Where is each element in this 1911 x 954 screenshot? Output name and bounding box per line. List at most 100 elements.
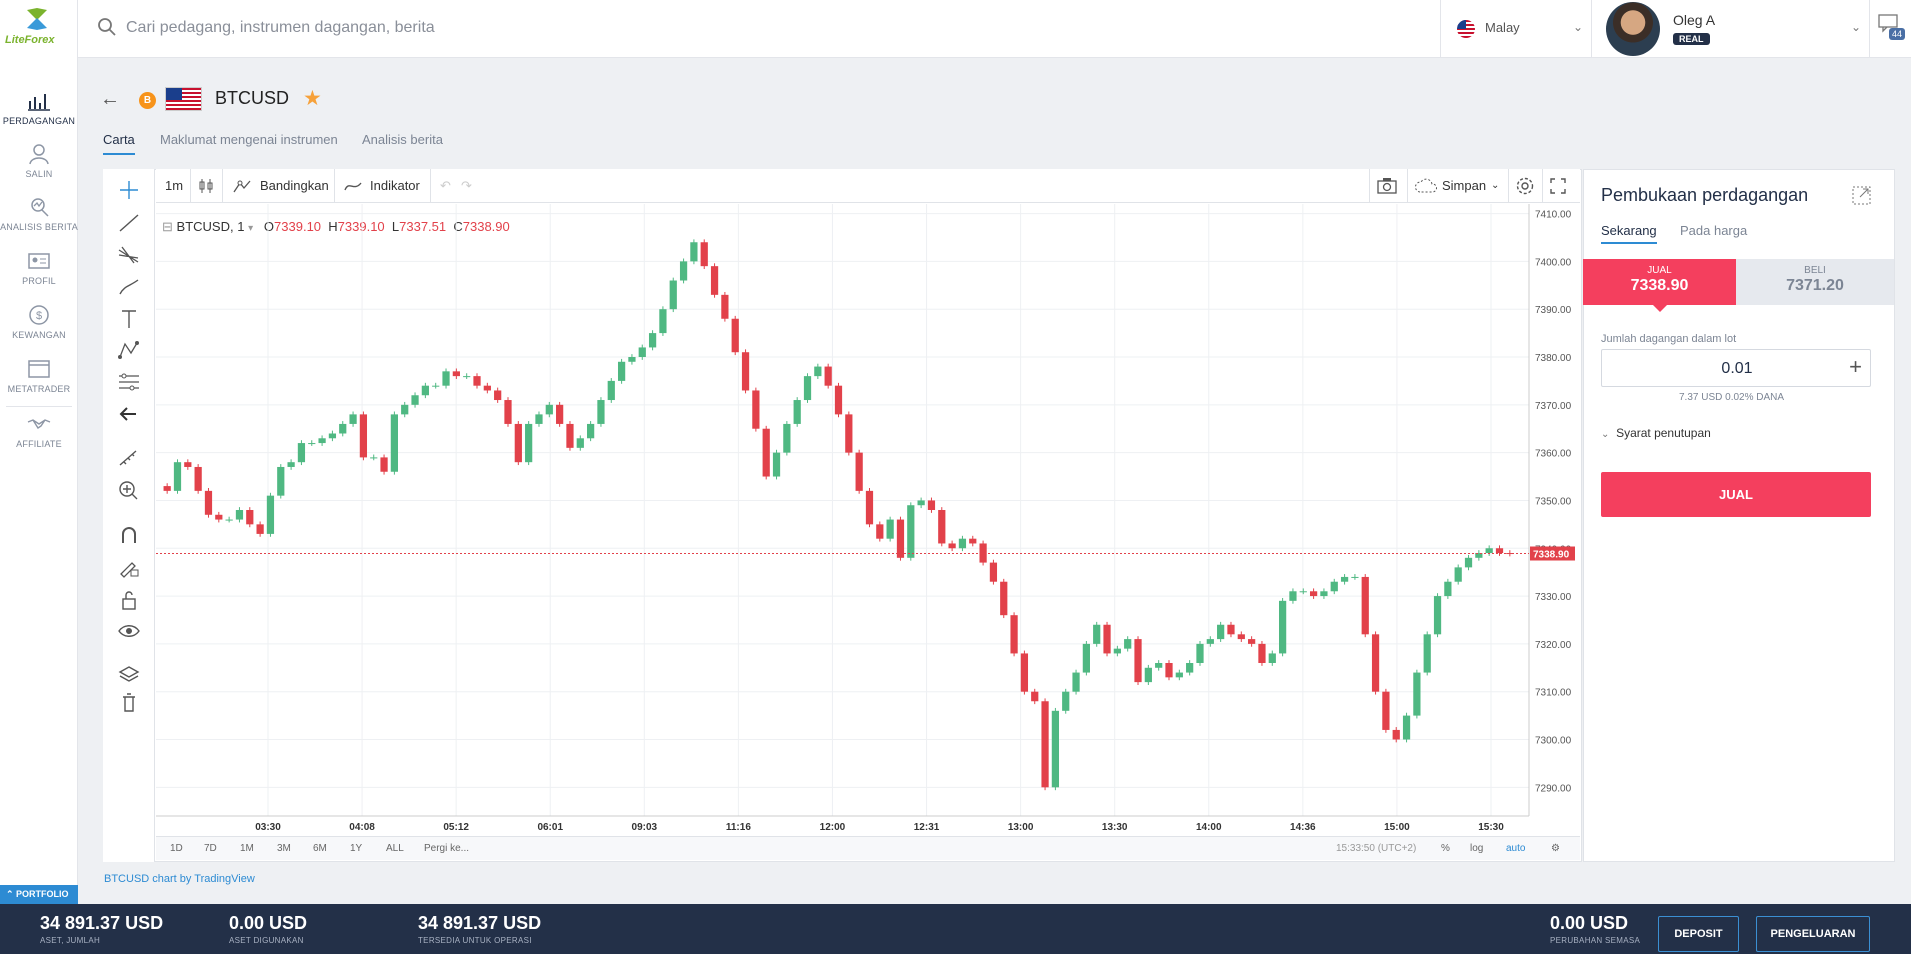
sidebar-item-finance[interactable]: $ KEWANGAN [0,304,78,356]
compare-icon[interactable] [232,178,252,194]
x-tick-label: 06:01 [537,822,563,833]
used-assets-value: 0.00 USD [229,913,308,933]
range-7d[interactable]: 7D [204,843,217,854]
eye-icon[interactable] [116,620,142,642]
redo-icon[interactable]: ↷ [461,178,472,193]
candle-body [1485,548,1493,554]
total-assets-value: 34 891.37 USD [40,913,164,933]
sidebar-item-news-analysis[interactable]: ANALISIS BERITA [0,196,78,248]
candle-body [535,414,543,424]
range-all[interactable]: ALL [386,843,404,854]
fullscreen-icon[interactable] [1550,178,1566,194]
x-tick-label: 04:08 [349,822,375,833]
chart-panel [103,169,1582,862]
interval-selector[interactable]: 1m [165,178,184,193]
compare-button[interactable]: Bandingkan [260,178,329,193]
lot-value[interactable]: 0.01 [1721,360,1753,377]
log-toggle[interactable]: log [1470,843,1484,854]
sidebar-item-trading[interactable]: PERDAGANGAN [0,90,78,142]
zoom-in-icon[interactable] [116,479,142,501]
indicator-icon[interactable] [344,180,362,192]
tab-at-price[interactable]: Pada harga [1680,223,1748,238]
candle-body [824,366,832,386]
candle-body [587,423,595,439]
favorite-star-icon[interactable]: ★ [303,87,322,110]
language-selector[interactable]: Malay ⌄ [1440,0,1592,58]
chevron-down-icon[interactable]: ⌄ [1491,180,1500,191]
expand-icon[interactable] [1852,186,1871,205]
crosshair-icon[interactable] [116,179,142,201]
tab-chart[interactable]: Carta [103,132,135,155]
deposit-button[interactable]: DEPOSIT [1658,916,1739,952]
sidebar-item-copy[interactable]: SALIN [0,143,78,195]
candle-body [814,366,822,377]
text-tool-icon[interactable] [116,308,142,330]
legend-collapse-icon[interactable]: ⊟ [162,219,173,234]
chart-clock: 15:33:50 (UTC+2) [1336,843,1417,854]
sidebar-item-profile[interactable]: PROFIL [0,250,78,302]
legend-dropdown-icon[interactable]: ▾ [248,223,254,234]
sell-option[interactable]: JUAL 7338.90 [1583,259,1736,312]
sell-button[interactable]: JUAL [1601,472,1871,517]
buy-option[interactable]: BELI 7371.20 [1736,259,1894,305]
layers-icon[interactable] [116,664,142,686]
chat-button[interactable]: 44 [1870,0,1911,58]
arrow-left-icon[interactable] [116,403,142,425]
tab-news-analysis[interactable]: Analisis berita [362,132,443,147]
candle-body [669,280,677,310]
range-6m[interactable]: 6M [313,843,327,854]
goto-date[interactable]: Pergi ke... [424,843,470,854]
lock-drawing-icon[interactable] [116,556,142,578]
candle-body [359,414,368,458]
undo-icon[interactable]: ↶ [440,178,451,193]
lot-amount-field[interactable]: 0.01 + [1601,349,1871,387]
portfolio-tab[interactable]: ⌃ PORTFOLIO [0,885,78,904]
cloud-icon[interactable] [1414,178,1438,194]
close-conditions-toggle[interactable]: ⌄ Syarat penutupan [1601,426,1711,440]
candle-body [504,400,512,424]
back-button[interactable]: ← [100,88,120,111]
camera-icon[interactable] [1377,177,1397,195]
pattern-icon[interactable] [116,339,142,361]
trash-icon[interactable] [116,691,142,713]
range-1d[interactable]: 1D [170,843,183,854]
magnet-icon[interactable] [116,524,142,546]
candle-body [411,395,419,405]
candle-body [401,404,409,415]
settings-gear-icon[interactable] [1515,176,1535,196]
user-menu[interactable]: Oleg A REAL ⌄ [1592,0,1870,58]
search-input[interactable] [126,14,726,42]
indicators-button[interactable]: Indikator [370,178,420,193]
tab-instrument-info[interactable]: Maklumat mengenai instrumen [160,132,338,147]
range-3m[interactable]: 3M [277,843,291,854]
range-1m[interactable]: 1M [240,843,254,854]
candle-type-icon[interactable] [198,178,214,194]
withdraw-button[interactable]: PENGELUARAN [1756,916,1870,952]
prediction-icon[interactable] [116,371,142,393]
save-button[interactable]: Simpan [1442,178,1487,193]
sidebar-item-affiliate[interactable]: AFFILIATE [0,413,78,465]
range-1y[interactable]: 1Y [350,843,363,854]
sidebar-item-label: SALIN [25,169,53,179]
user-name: Oleg A [1673,12,1716,28]
legend-symbol[interactable]: BTCUSD, 1 [176,219,245,234]
liteforex-logo[interactable]: LiteForex [0,0,78,58]
ruler-icon[interactable] [116,447,142,469]
tradingview-credit[interactable]: BTCUSD chart by TradingView [104,873,255,885]
candle-body [1309,591,1318,597]
sidebar-item-metatrader[interactable]: METATRADER [0,358,78,410]
tab-now[interactable]: Sekarang [1601,223,1657,244]
candle-body [1258,643,1266,663]
pitchfork-icon[interactable] [116,244,142,266]
auto-toggle[interactable]: auto [1506,843,1526,854]
plus-icon[interactable]: + [1849,354,1862,379]
percent-toggle[interactable]: % [1441,843,1450,854]
brush-icon[interactable] [116,276,142,298]
sidebar: PERDAGANGAN SALIN ANALISIS BERITA PROFIL… [0,58,78,904]
price-chart[interactable]: 7290.007300.007310.007320.007330.007340.… [156,204,1580,836]
candle-body [483,385,491,391]
settings-gear-icon[interactable]: ⚙ [1551,843,1560,854]
trend-line-icon[interactable] [116,212,142,234]
chart-legend: ⊟ BTCUSD, 1 ▾ O7339.10 H7339.10 L7337.51… [162,219,510,234]
unlock-icon[interactable] [116,589,142,611]
